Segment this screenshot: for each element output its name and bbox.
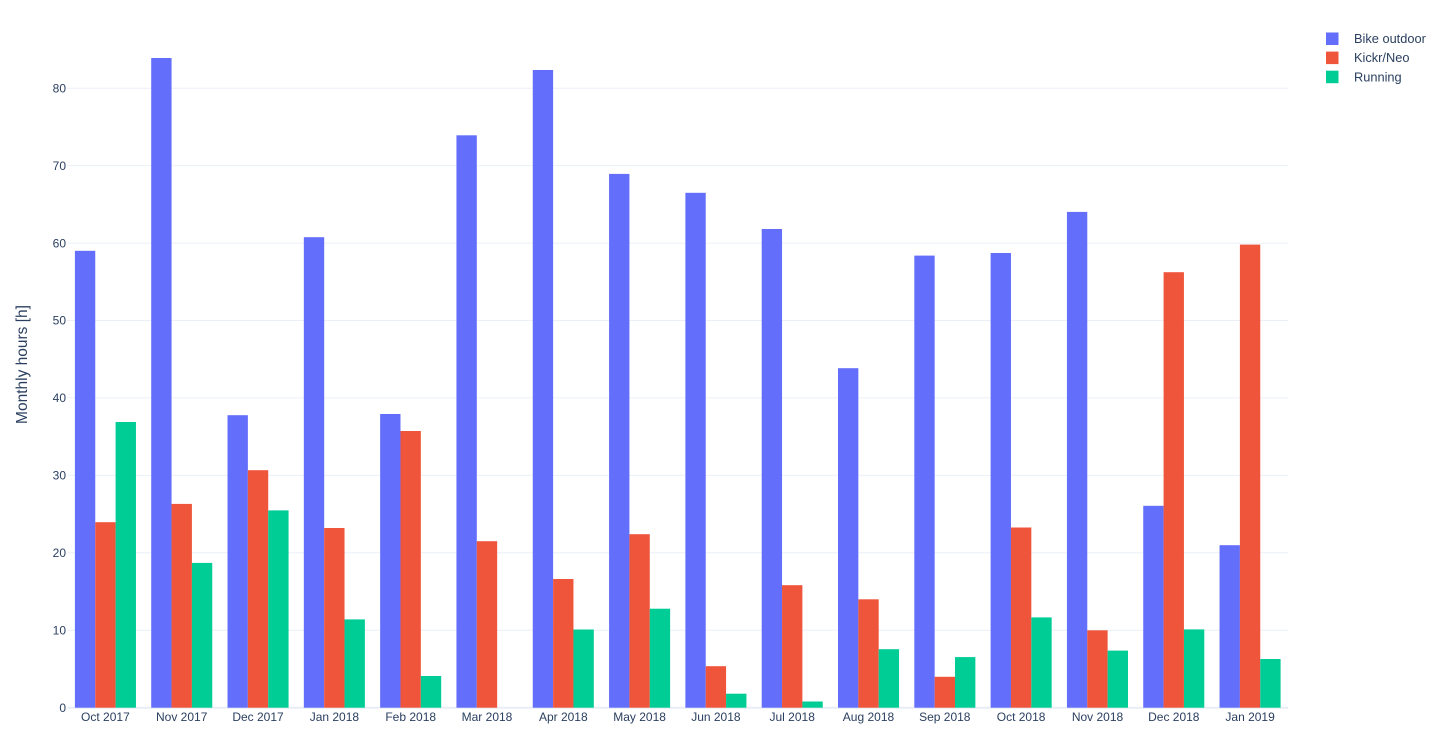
svg-text:Sep 2018: Sep 2018 [919,710,971,724]
svg-text:May 2018: May 2018 [613,710,666,724]
svg-text:Bike outdoor: Bike outdoor [1354,31,1427,46]
svg-text:40: 40 [53,391,67,405]
svg-text:0: 0 [59,701,66,715]
svg-text:20: 20 [53,546,67,560]
svg-text:Jun 2018: Jun 2018 [691,710,741,724]
svg-text:Nov 2017: Nov 2017 [156,710,208,724]
svg-text:Apr 2018: Apr 2018 [539,710,588,724]
svg-text:Nov 2018: Nov 2018 [1072,710,1124,724]
svg-text:Dec 2018: Dec 2018 [1148,710,1200,724]
svg-text:Running: Running [1354,69,1402,84]
svg-text:Feb 2018: Feb 2018 [385,710,436,724]
svg-text:Monthly hours [h]: Monthly hours [h] [14,305,31,424]
svg-text:Aug 2018: Aug 2018 [843,710,895,724]
svg-text:60: 60 [53,236,67,250]
svg-text:Jan 2019: Jan 2019 [1225,710,1275,724]
svg-text:Kickr/Neo: Kickr/Neo [1354,50,1409,65]
svg-text:Oct 2018: Oct 2018 [997,710,1046,724]
svg-text:80: 80 [53,81,67,95]
svg-text:Oct 2017: Oct 2017 [81,710,130,724]
svg-text:Mar 2018: Mar 2018 [462,710,513,724]
svg-text:Jan 2018: Jan 2018 [310,710,360,724]
svg-text:70: 70 [53,159,67,173]
svg-text:10: 10 [53,624,67,638]
svg-text:50: 50 [53,314,67,328]
svg-text:30: 30 [53,469,67,483]
svg-text:Jul 2018: Jul 2018 [770,710,816,724]
svg-text:Dec 2017: Dec 2017 [232,710,284,724]
